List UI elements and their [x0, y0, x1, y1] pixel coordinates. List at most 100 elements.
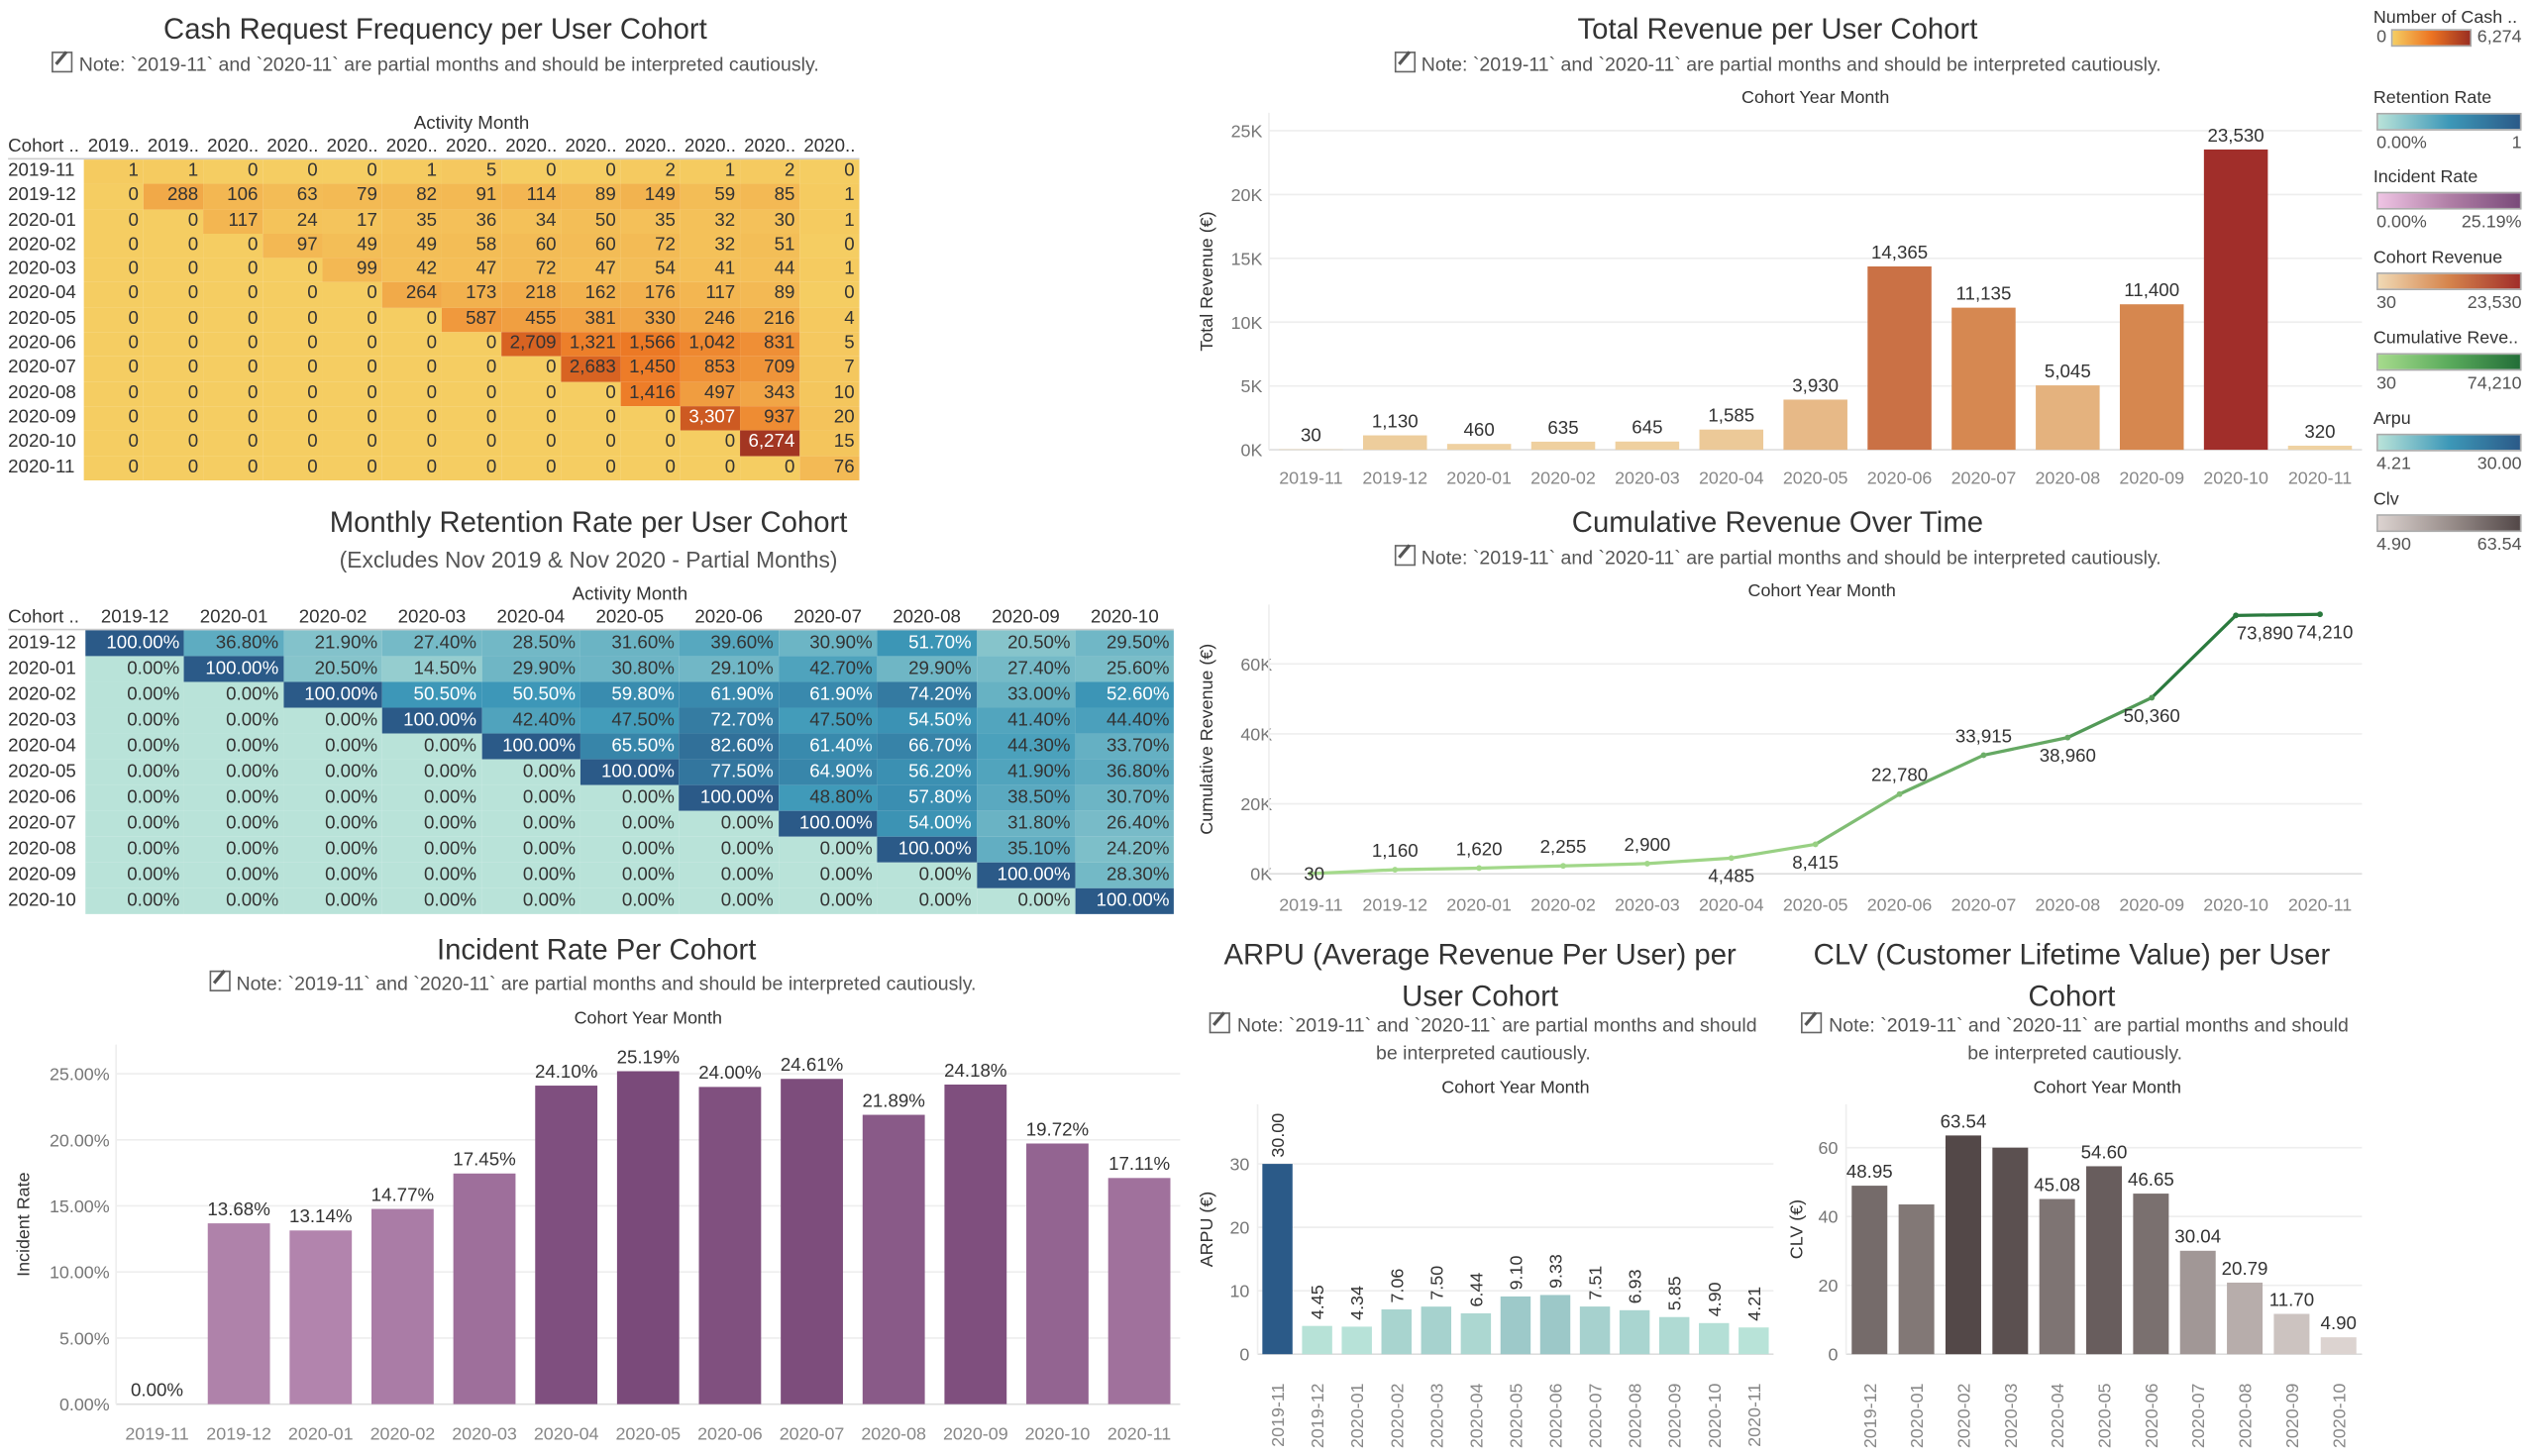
y-tick-label: 15K: [1231, 249, 1263, 268]
legend-max: 25.19%: [2462, 213, 2522, 233]
x-tick-label: 2019-11: [1279, 468, 1342, 487]
data-label: 24.00%: [698, 1062, 761, 1083]
data-label: 14,365: [1871, 242, 1928, 262]
x-tick-label: 2020-09: [1665, 1383, 1685, 1448]
bar: [1899, 1204, 1935, 1354]
data-label: 4.90: [1705, 1282, 1725, 1316]
y-tick-label: 5.00%: [59, 1328, 110, 1348]
x-tick-label: 2020-02: [1530, 468, 1596, 487]
x-tick-label: 2020-10: [2203, 468, 2268, 487]
x-tick-label: 2020-04: [1699, 468, 1764, 487]
x-tick-label: 2020-03: [1615, 895, 1680, 915]
bar: [2180, 1251, 2216, 1354]
data-label: 24.10%: [535, 1061, 597, 1082]
x-tick-label: 2020-11: [1107, 1423, 1171, 1443]
data-label: 7.06: [1387, 1269, 1407, 1303]
bar: [1540, 1295, 1570, 1354]
data-label: 2,255: [1540, 836, 1587, 857]
x-tick-label: 2020-08: [1626, 1383, 1645, 1448]
y-axis-title: Incident Rate: [13, 1172, 33, 1276]
bar: [1951, 308, 2016, 450]
data-label: 1,585: [1708, 405, 1754, 426]
line-point: [1644, 861, 1650, 867]
data-label: 30.00: [1268, 1113, 1288, 1158]
legend-range: 0.00%1: [2373, 134, 2522, 154]
y-tick-label: 20K: [1240, 794, 1272, 814]
x-tick-label: 2020-06: [1867, 468, 1933, 487]
line-point: [1392, 867, 1398, 873]
y-tick-label: 60K: [1240, 655, 1272, 675]
data-label: 6.93: [1626, 1269, 1645, 1303]
legend-min: 0: [2376, 28, 2386, 48]
legend-min: 4.90: [2376, 535, 2411, 555]
y-tick-label: 60: [1819, 1138, 1839, 1158]
x-tick-label: 2019-12: [1308, 1383, 1327, 1448]
bar: [1992, 1148, 2028, 1354]
x-tick-label: 2020-06: [697, 1423, 763, 1443]
x-tick-label: 2020-01: [1907, 1383, 1927, 1448]
bar: [1447, 444, 1512, 450]
line-segment: [1647, 858, 1732, 864]
x-tick-label: 2020-05: [1506, 1383, 1526, 1448]
incident-chart: 0.00%5.00%10.00%15.00%20.00%25.00%Incide…: [13, 1045, 1180, 1444]
bar: [1501, 1297, 1530, 1354]
y-tick-label: 20: [1819, 1276, 1839, 1296]
x-tick-label: 2020-01: [1347, 1383, 1367, 1448]
bar: [1461, 1313, 1491, 1354]
legend-title: Cumulative Reve..: [2373, 329, 2522, 349]
bar: [371, 1209, 434, 1404]
data-label: 635: [1547, 417, 1578, 438]
bar: [699, 1087, 762, 1404]
x-tick-label: 2020-05: [2095, 1383, 2115, 1448]
bar: [2204, 150, 2268, 450]
x-tick-label: 2020-07: [1951, 895, 2017, 915]
line-segment: [1563, 864, 1647, 866]
y-tick-label: 10: [1229, 1282, 1249, 1301]
x-tick-label: 2020-04: [1699, 895, 1764, 915]
x-tick-label: 2019-11: [1268, 1383, 1288, 1446]
bar: [1382, 1309, 1412, 1354]
y-axis-title: CLV (€): [1787, 1199, 1807, 1259]
x-tick-label: 2020-03: [1615, 468, 1680, 487]
x-tick-label: 2020-11: [1744, 1383, 1764, 1446]
legend-color-bar: [2376, 353, 2521, 370]
legend-min: 4.21: [2376, 455, 2411, 474]
x-tick-label: 2020-04: [534, 1423, 599, 1443]
legend-max: 23,530: [2468, 293, 2522, 313]
x-tick-label: 2020-10: [2203, 895, 2268, 915]
y-tick-label: 20K: [1231, 185, 1263, 205]
legend-color-bar: [2376, 434, 2521, 452]
bar: [1620, 1310, 1649, 1354]
data-label: 1,160: [1372, 840, 1419, 861]
data-label: 11,400: [2124, 279, 2179, 300]
x-tick-label: 2020-04: [2048, 1383, 2067, 1448]
y-axis-title: Total Revenue (€): [1197, 211, 1216, 351]
x-tick-label: 2020-08: [861, 1423, 926, 1443]
y-tick-label: 0K: [1241, 441, 1263, 461]
legend-color-bar: [2376, 514, 2521, 532]
data-label: 45.08: [2034, 1174, 2080, 1195]
data-label: 17.11%: [1108, 1153, 1170, 1174]
legend-max: 1: [2512, 134, 2522, 154]
bar: [454, 1174, 516, 1404]
x-tick-label: 2020-07: [1586, 1383, 1606, 1448]
line-point: [1729, 855, 1735, 861]
line-segment: [2236, 614, 2320, 615]
data-label: 645: [1632, 417, 1662, 438]
data-label: 7.50: [1426, 1266, 1446, 1300]
data-label: 46.65: [2128, 1169, 2174, 1190]
x-tick-label: 2020-11: [2288, 895, 2352, 915]
line-point: [1560, 863, 1566, 869]
bar: [1302, 1326, 1331, 1354]
bar: [2273, 1314, 2309, 1355]
bar: [1946, 1135, 1981, 1354]
line-point: [1981, 753, 1987, 759]
x-tick-label: 2020-07: [780, 1423, 845, 1443]
data-label: 9.10: [1506, 1256, 1526, 1291]
